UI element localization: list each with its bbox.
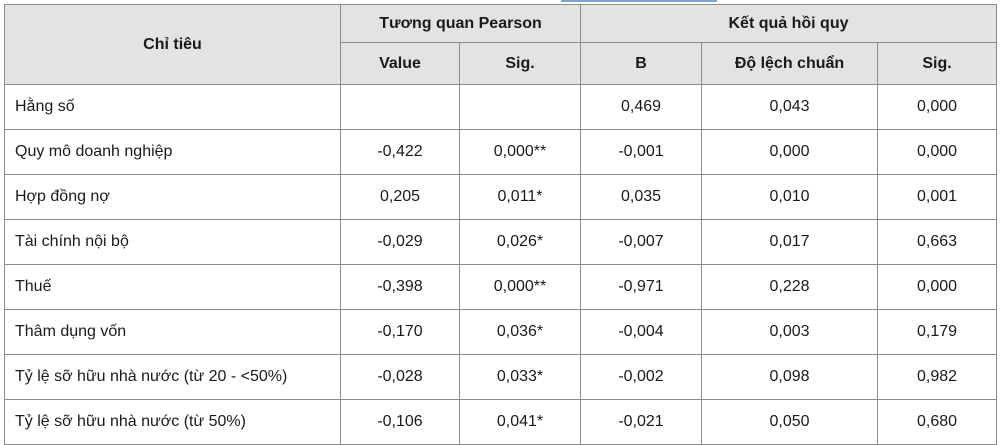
row-label: Quy mô doanh nghiệp (4, 129, 341, 175)
cell-pearson-sig: 0,041* (459, 399, 581, 445)
top-accent-line (561, 0, 717, 2)
cell-std-dev: 0,000 (701, 129, 878, 175)
cell-pearson-sig: 0,033* (459, 354, 581, 400)
cell-b: 0,469 (580, 84, 702, 130)
cell-value: -0,398 (340, 264, 460, 310)
row-label: Thuế (4, 264, 341, 310)
cell-b: -0,002 (580, 354, 702, 400)
cell-std-dev: 0,003 (701, 309, 878, 355)
table-row: Hợp đồng nợ 0,205 0,011* 0,035 0,010 0,0… (4, 174, 998, 220)
row-label: Hợp đồng nợ (4, 174, 341, 220)
header-pearson-sig: Sig. (459, 42, 581, 85)
cell-regression-sig: 0,000 (876, 129, 998, 175)
header-pearson-group: Tương quan Pearson (340, 4, 581, 43)
table-row: Hằng số 0,469 0,043 0,000 (4, 84, 998, 130)
cell-pearson-sig: 0,000** (459, 129, 581, 175)
cell-regression-sig: 0,982 (876, 354, 998, 400)
table-row: Tỷ lệ sỡ hữu nhà nước (từ 50%) -0,106 0,… (4, 399, 998, 445)
row-label: Tỷ lệ sỡ hữu nhà nước (từ 50%) (4, 399, 341, 445)
row-label: Thâm dụng vốn (4, 309, 341, 355)
cell-std-dev: 0,050 (701, 399, 878, 445)
header-regression-group: Kết quả hồi quy (579, 4, 998, 43)
header-value: Value (340, 42, 460, 85)
row-label: Hằng số (4, 84, 341, 130)
cell-value: -0,422 (340, 129, 460, 175)
cell-value: -0,106 (340, 399, 460, 445)
cell-regression-sig: 0,001 (876, 174, 998, 220)
cell-pearson-sig (459, 84, 581, 130)
row-label: Tài chính nội bộ (4, 219, 341, 265)
cell-std-dev: 0,098 (701, 354, 878, 400)
table-row: Thâm dụng vốn -0,170 0,036* -0,004 0,003… (4, 309, 998, 355)
table-row: Thuế -0,398 0,000** -0,971 0,228 0,000 (4, 264, 998, 310)
cell-pearson-sig: 0,026* (459, 219, 581, 265)
header-regression-sig: Sig. (876, 42, 998, 85)
header-b: B (580, 42, 702, 85)
cell-regression-sig: 0,000 (876, 84, 998, 130)
cell-std-dev: 0,010 (701, 174, 878, 220)
cell-pearson-sig: 0,000** (459, 264, 581, 310)
cell-b: -0,001 (580, 129, 702, 175)
table-row: Quy mô doanh nghiệp -0,422 0,000** -0,00… (4, 129, 998, 175)
cell-b: -0,004 (580, 309, 702, 355)
cell-pearson-sig: 0,011* (459, 174, 581, 220)
cell-value (340, 84, 460, 130)
cell-value: 0,205 (340, 174, 460, 220)
cell-std-dev: 0,228 (701, 264, 878, 310)
cell-value: -0,028 (340, 354, 460, 400)
cell-regression-sig: 0,000 (876, 264, 998, 310)
header-indicator: Chỉ tiêu (4, 4, 341, 85)
row-label: Tỷ lệ sỡ hữu nhà nước (từ 20 - <50%) (4, 354, 341, 400)
cell-regression-sig: 0,680 (876, 399, 998, 445)
cell-std-dev: 0,043 (701, 84, 878, 130)
cell-b: -0,971 (580, 264, 702, 310)
table-row: Tỷ lệ sỡ hữu nhà nước (từ 20 - <50%) -0,… (4, 354, 998, 400)
cell-pearson-sig: 0,036* (459, 309, 581, 355)
cell-value: -0,029 (340, 219, 460, 265)
cell-regression-sig: 0,663 (876, 219, 998, 265)
header-std-dev: Độ lệch chuẩn (701, 42, 878, 85)
cell-b: 0,035 (580, 174, 702, 220)
results-table: Chỉ tiêu Tương quan Pearson Kết quả hồi … (4, 4, 998, 445)
cell-std-dev: 0,017 (701, 219, 878, 265)
cell-b: -0,021 (580, 399, 702, 445)
cell-b: -0,007 (580, 219, 702, 265)
table-row: Tài chính nội bộ -0,029 0,026* -0,007 0,… (4, 219, 998, 265)
cell-value: -0,170 (340, 309, 460, 355)
cell-regression-sig: 0,179 (876, 309, 998, 355)
